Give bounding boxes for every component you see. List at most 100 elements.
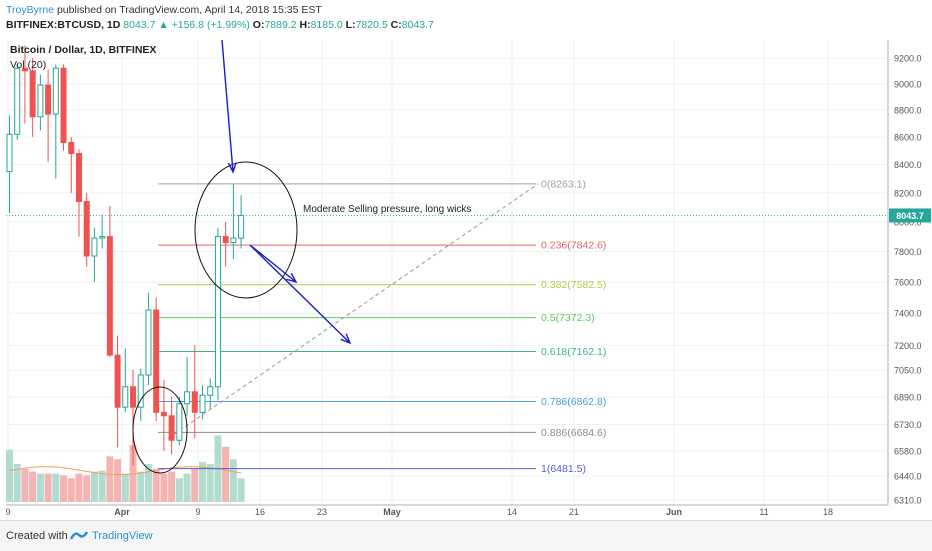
x-tick-label: 11: [759, 507, 768, 517]
candle-body: [122, 386, 129, 408]
fib-level-label: 1(6481.5): [541, 463, 586, 475]
y-tick-label: 6730.0: [894, 420, 922, 430]
fib-level-label: 0.786(6862.8): [541, 396, 606, 408]
candle-body: [60, 67, 67, 144]
candle-body: [176, 403, 183, 441]
volume-bar: [13, 464, 21, 502]
candle-body: [130, 386, 137, 408]
fib-level-label: 0.236(7842.6): [541, 240, 606, 252]
candle-body: [238, 214, 245, 239]
x-tick-label: 14: [507, 507, 517, 517]
arrow-down: [221, 39, 234, 173]
volume-bar: [137, 471, 145, 502]
fibonacci-retracement[interactable]: 0(8263.1) 0.236(7842.6) 0.382(7582.5) 0.5(7…: [158, 178, 606, 475]
arrow-short-head: [286, 272, 298, 284]
candle-body: [68, 142, 75, 155]
y-tick-label: 7600.0: [894, 277, 922, 287]
candle-body: [199, 394, 206, 413]
chart-header: TroyByrne published on TradingView.com, …: [0, 0, 932, 36]
price-chart[interactable]: 0(8263.1) 0.236(7842.6) 0.382(7582.5) 0.5(7…: [0, 36, 932, 518]
x-tick-label: 21: [569, 507, 579, 517]
candle-body: [14, 67, 21, 135]
low-value: 7820.5: [355, 19, 388, 31]
arrow-short: [249, 244, 297, 283]
fib-level-label: 0.886(6684.6): [541, 427, 606, 439]
candle-body: [75, 153, 82, 202]
fib-level-label: 0.382(7582.5): [541, 279, 606, 291]
axes: 9200.09000.08800.08600.08400.08200.08000…: [5, 40, 931, 517]
arrow-long-head: [340, 333, 352, 345]
volume-bar: [98, 470, 106, 502]
volume-bar: [29, 471, 37, 502]
candle-body: [137, 374, 144, 408]
candle-body: [222, 236, 229, 244]
tradingview-logo-icon: [70, 531, 88, 540]
volume-bar: [160, 473, 168, 502]
x-tick-label: 9: [5, 507, 10, 517]
volume-bar: [206, 464, 214, 502]
candle-body: [45, 84, 52, 115]
volume-bar: [121, 473, 129, 502]
x-tick-label: 23: [317, 507, 327, 517]
candle-body: [29, 70, 36, 118]
chart-legend-title: Bitcoin / Dollar, 1D, BITFINEX: [10, 44, 157, 56]
high-value: 8185.0: [310, 19, 343, 31]
candle-body: [153, 309, 160, 413]
candle-body: [160, 411, 167, 417]
volume-bar: [60, 475, 68, 502]
candle-body: [168, 415, 175, 441]
candle-body: [145, 309, 152, 376]
drawings[interactable]: Moderate Selling pressure, long wicks: [132, 39, 471, 474]
y-tick-label: 9000.0: [894, 79, 922, 89]
candle-body: [184, 391, 191, 405]
chart-background: [0, 36, 932, 518]
volume-bar: [175, 478, 183, 502]
candle-body: [37, 84, 44, 118]
y-tick-label: 8600.0: [894, 133, 922, 143]
candle-body: [99, 236, 106, 239]
y-tick-label: 9200.0: [894, 54, 922, 64]
volume-bar: [6, 449, 13, 502]
volume-bar: [83, 475, 91, 502]
candle-body: [106, 236, 113, 356]
symbol-label: BITFINEX:BTCUSD, 1D: [6, 19, 121, 31]
author-link[interactable]: TroyByrne: [6, 4, 55, 16]
y-tick-label: 7050.0: [894, 366, 922, 376]
y-tick-label: 7200.0: [894, 341, 922, 351]
x-tick-label: 18: [823, 507, 833, 517]
volume-bar: [36, 473, 44, 502]
x-tick-label: 16: [255, 507, 265, 517]
volume-ma-line: [9, 466, 242, 476]
fib-level-label: 0.5(7372.3): [541, 312, 595, 324]
volume-bar: [191, 468, 199, 502]
annotation-text: Moderate Selling pressure, long wicks: [303, 204, 471, 215]
candle-body: [114, 354, 121, 408]
candle-body: [6, 133, 13, 173]
tradingview-brand[interactable]: TradingView: [92, 530, 153, 542]
candle-body: [214, 236, 221, 388]
y-tick-label: 6440.0: [894, 472, 922, 482]
open-value: 7889.2: [264, 19, 297, 31]
highlight-circle-bottom: [132, 386, 188, 474]
y-tick-label: 6580.0: [894, 446, 922, 456]
volume-bar: [199, 462, 206, 502]
high-label: H:: [299, 19, 311, 31]
volume-bar: [229, 459, 237, 502]
footer: Created with TradingView: [0, 520, 932, 551]
arrow-long: [249, 244, 351, 344]
volume-bar: [67, 478, 75, 502]
fib-level-label: 0.618(7162.1): [541, 346, 606, 358]
last-price-tag: [889, 208, 931, 223]
publish-line: TroyByrne published on TradingView.com, …: [6, 4, 322, 16]
x-tick-label: Apr: [114, 507, 130, 517]
volume-bar: [44, 473, 52, 502]
open-label: O:: [252, 19, 265, 31]
price-change: ▲ +156.8 (+1.99%): [158, 19, 250, 31]
volume-bar: [144, 464, 152, 502]
y-tick-label: 6890.0: [894, 392, 922, 402]
volume-bar: [75, 473, 83, 502]
x-tick-label: Jun: [666, 507, 682, 517]
close-value: 8043.7: [401, 19, 434, 31]
close-label: C:: [390, 19, 402, 31]
candle-body: [52, 67, 59, 115]
